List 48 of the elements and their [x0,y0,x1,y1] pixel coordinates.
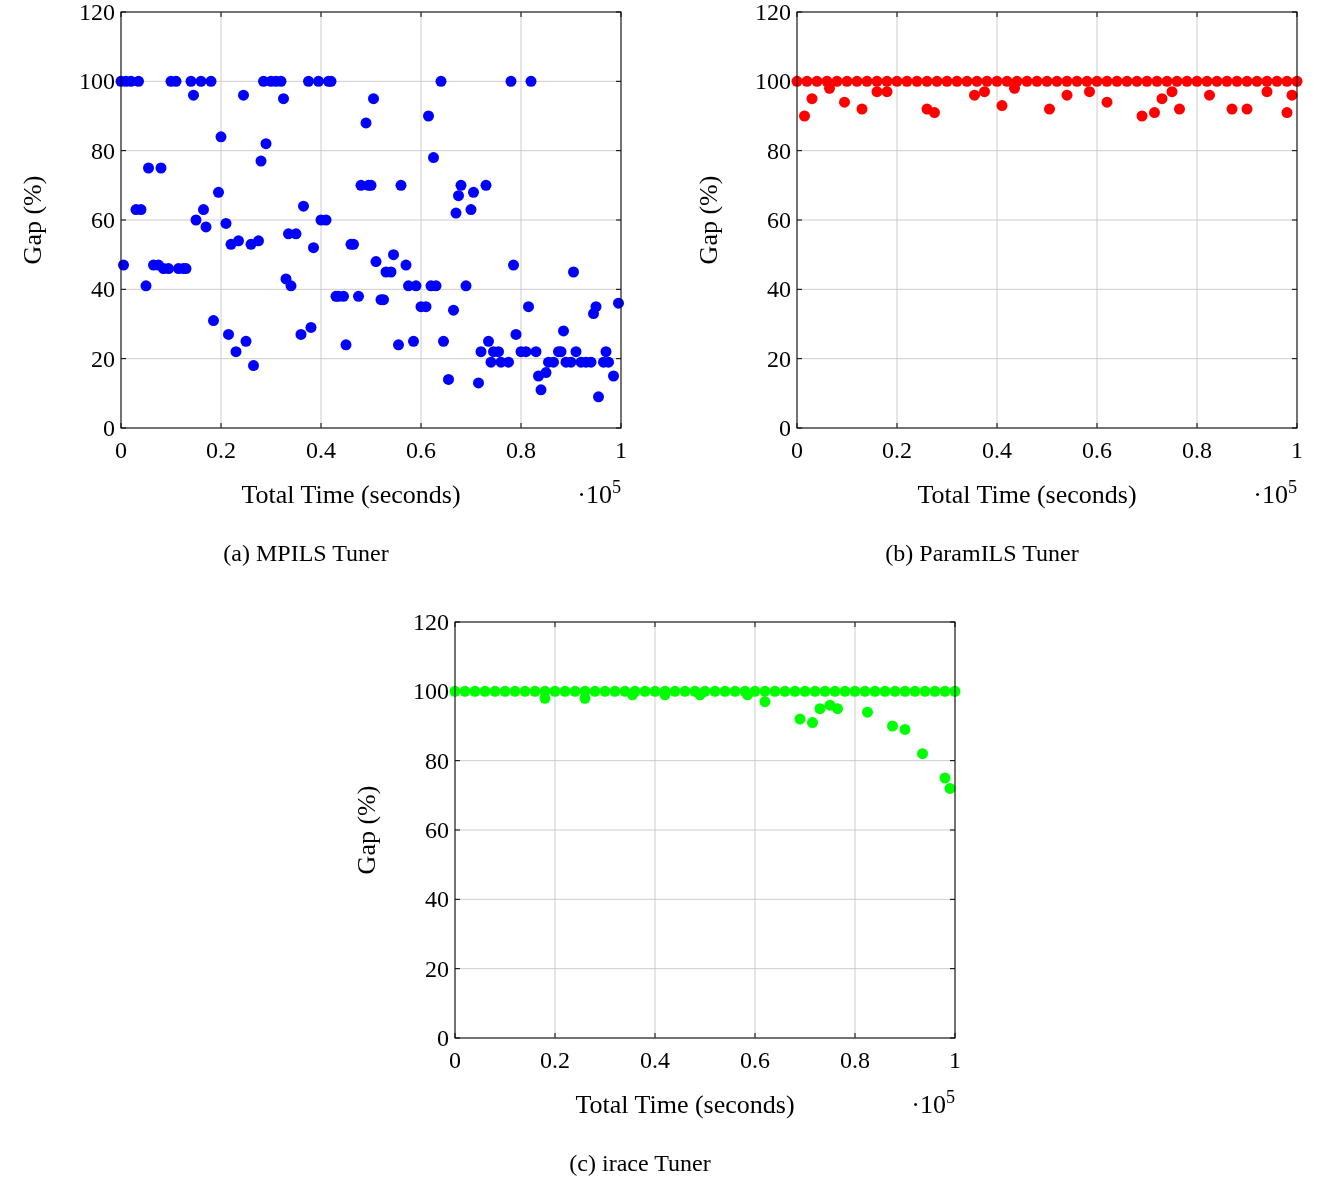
y-tick-label: 20 [767,345,791,372]
y-tick-label: 120 [413,609,449,635]
x-tick-label: 0.2 [540,1047,570,1073]
text: (b) ParamILS Tuner [885,540,1079,566]
y-tick-label: 80 [91,137,115,164]
y-axis-title: Gap (%) [352,785,381,875]
y-tick-label: 60 [91,207,115,233]
x-tick-label: 0.4 [982,437,1012,463]
y-tick-label: 20 [425,955,449,982]
x-tick-label: 0.6 [406,437,436,463]
text: ·10$^{5}$ [1253,477,1297,509]
x-axis-title: Total Time (seconds) [241,480,461,509]
y-tick-label: 40 [91,276,115,303]
y-tick-label: 20 [91,345,115,372]
y-tick-label: 60 [425,817,449,843]
y-axis-title: Gap (%) [18,175,47,265]
x-axis-title: Total Time (seconds) [575,1090,795,1119]
x-tick-label: 0.6 [740,1047,770,1073]
x-tick-label: 0.6 [1082,437,1112,463]
y-tick-label: 40 [767,276,791,303]
x-axis-title: Total Time (seconds) [917,480,1137,509]
y-tick-label: 100 [413,678,449,705]
y-tick-label: 60 [767,207,791,233]
x-tick-label: 0.8 [506,437,536,463]
x-tick-label: 1 [949,1047,961,1073]
y-tick-label: 0 [103,415,115,441]
x-tick-label: 0.8 [840,1047,870,1073]
y-axis-title: Gap (%) [694,175,723,265]
x-tick-label: 0.4 [640,1047,670,1073]
x-tick-label: 1 [615,437,627,463]
y-tick-label: 80 [425,747,449,774]
y-tick-label: 120 [755,0,791,25]
y-tick-label: 0 [779,415,791,441]
text: ·10$^{5}$ [577,477,621,509]
y-tick-label: 100 [79,68,115,95]
text: ·10$^{5}$ [911,1087,955,1119]
x-tick-label: 0.8 [1182,437,1212,463]
x-tick-label: 0.4 [306,437,336,463]
text: (a) MPILS Tuner [223,540,389,566]
x-tick-label: 0.2 [206,437,236,463]
x-tick-label: 1 [1291,437,1303,463]
y-tick-label: 40 [425,886,449,913]
y-tick-label: 100 [755,68,791,95]
y-tick-label: 80 [767,137,791,164]
x-tick-label: 0.2 [882,437,912,463]
y-tick-label: 0 [437,1025,449,1051]
y-tick-label: 120 [79,0,115,25]
text: (c) irace Tuner [569,1150,711,1176]
